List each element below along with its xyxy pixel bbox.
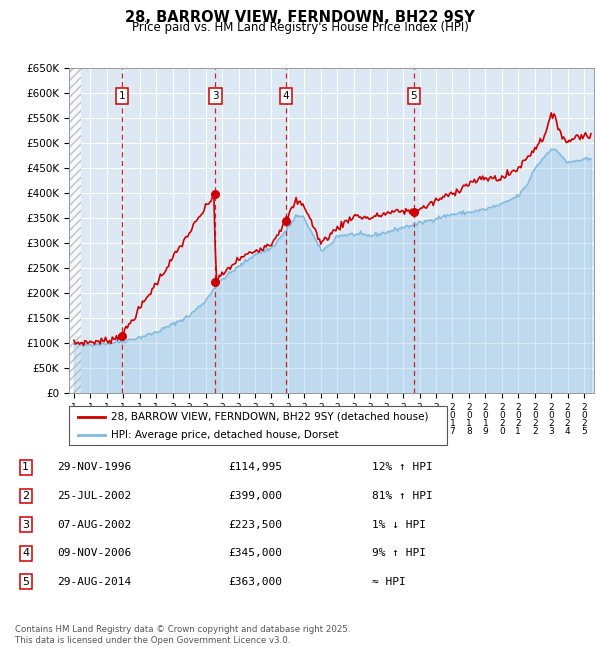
Text: 2: 2 xyxy=(22,491,29,501)
Text: 1% ↓ HPI: 1% ↓ HPI xyxy=(372,519,426,530)
Text: 07-AUG-2002: 07-AUG-2002 xyxy=(57,519,131,530)
Text: 9% ↑ HPI: 9% ↑ HPI xyxy=(372,548,426,558)
Text: £114,995: £114,995 xyxy=(228,462,282,473)
Text: 1: 1 xyxy=(119,91,125,101)
Text: £223,500: £223,500 xyxy=(228,519,282,530)
Text: 3: 3 xyxy=(212,91,219,101)
Text: 28, BARROW VIEW, FERNDOWN, BH22 9SY: 28, BARROW VIEW, FERNDOWN, BH22 9SY xyxy=(125,10,475,25)
Text: 5: 5 xyxy=(22,577,29,587)
Text: £363,000: £363,000 xyxy=(228,577,282,587)
Text: 09-NOV-2006: 09-NOV-2006 xyxy=(57,548,131,558)
Text: £399,000: £399,000 xyxy=(228,491,282,501)
FancyBboxPatch shape xyxy=(69,406,447,445)
Text: Price paid vs. HM Land Registry's House Price Index (HPI): Price paid vs. HM Land Registry's House … xyxy=(131,21,469,34)
Text: £345,000: £345,000 xyxy=(228,548,282,558)
Text: 4: 4 xyxy=(22,548,29,558)
Text: HPI: Average price, detached house, Dorset: HPI: Average price, detached house, Dors… xyxy=(110,430,338,439)
Text: Contains HM Land Registry data © Crown copyright and database right 2025.
This d: Contains HM Land Registry data © Crown c… xyxy=(15,625,350,645)
Text: 29-NOV-1996: 29-NOV-1996 xyxy=(57,462,131,473)
Bar xyxy=(69,68,82,393)
Text: 12% ↑ HPI: 12% ↑ HPI xyxy=(372,462,433,473)
Text: 1: 1 xyxy=(22,462,29,473)
Text: 5: 5 xyxy=(410,91,417,101)
Text: 4: 4 xyxy=(283,91,289,101)
Text: 3: 3 xyxy=(22,519,29,530)
Text: 81% ↑ HPI: 81% ↑ HPI xyxy=(372,491,433,501)
Text: 29-AUG-2014: 29-AUG-2014 xyxy=(57,577,131,587)
Text: 25-JUL-2002: 25-JUL-2002 xyxy=(57,491,131,501)
Text: 28, BARROW VIEW, FERNDOWN, BH22 9SY (detached house): 28, BARROW VIEW, FERNDOWN, BH22 9SY (det… xyxy=(110,412,428,422)
Text: ≈ HPI: ≈ HPI xyxy=(372,577,406,587)
